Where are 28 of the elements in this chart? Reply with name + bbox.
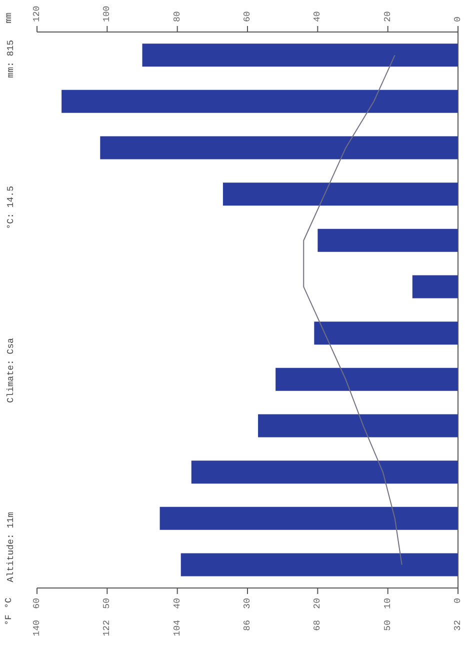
text: 50 [382, 620, 393, 631]
text: 140 [32, 620, 42, 636]
x2-tick-label: 40 [312, 11, 323, 22]
text: 104 [172, 620, 182, 636]
x-tick-label: 50 [102, 598, 112, 609]
text: Altitude: 11m [6, 512, 16, 582]
x2-tick-label: 0 [453, 16, 463, 22]
x2-tick-label: 100 [102, 6, 112, 22]
x-tick-label: 10 [382, 598, 393, 609]
x-tick-label: 30 [242, 598, 252, 609]
text: Climate: Csa [6, 338, 16, 404]
x-tick-label: 60 [32, 598, 42, 609]
text: °C [4, 597, 14, 608]
text: °C: 14.5 [6, 186, 16, 230]
x2-axis-title: mm [4, 12, 14, 24]
x2-tick-label: 120 [32, 6, 42, 22]
x2-tick-label: 20 [382, 11, 393, 22]
x-tick-label: 0 [453, 598, 463, 604]
x-tick-label: 20 [312, 598, 323, 609]
text: 122 [102, 620, 112, 636]
text: 86 [242, 620, 252, 631]
text: 32 [453, 620, 463, 631]
x2-tick-label: 80 [172, 11, 182, 22]
text: mm: 815 [6, 40, 16, 78]
text: °F [4, 614, 14, 626]
text: 68 [312, 620, 323, 631]
x2-tick-label: 60 [242, 11, 252, 22]
x-tick-label: 40 [172, 598, 182, 609]
